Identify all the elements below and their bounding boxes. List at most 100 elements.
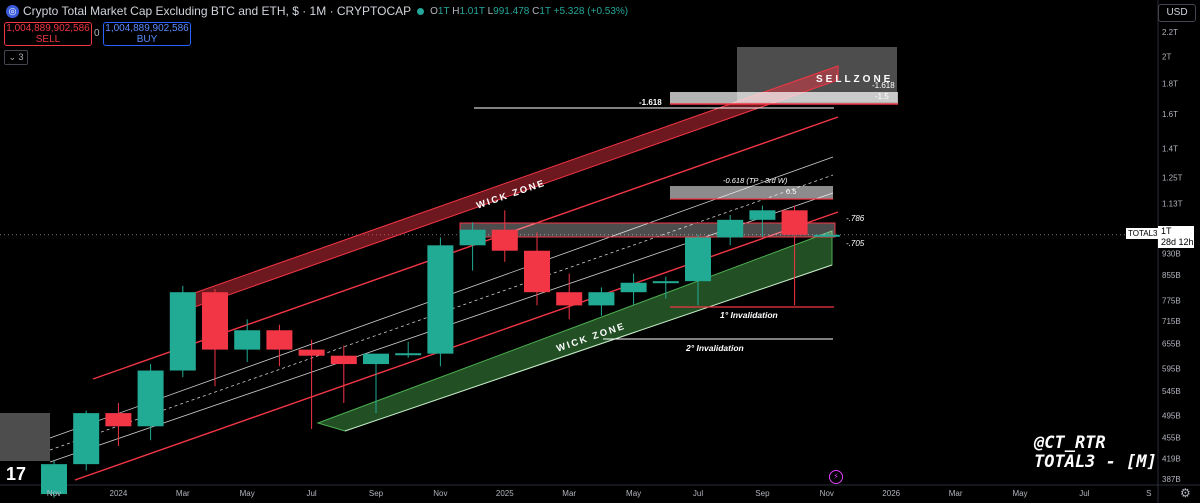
x-tick-label: 2025 bbox=[496, 489, 514, 498]
candle-body bbox=[685, 237, 711, 282]
candle-body bbox=[459, 229, 486, 246]
chart-header: ◎ Crypto Total Market Cap Excluding BTC … bbox=[0, 0, 628, 22]
y-tick-label: 2T bbox=[1162, 53, 1171, 62]
x-tick-label: Nov bbox=[47, 489, 61, 498]
x-tick-label: May bbox=[240, 489, 255, 498]
watermark-symbol: TOTAL3 - [M] bbox=[1034, 452, 1157, 472]
x-tick-label: Sep bbox=[369, 489, 384, 498]
x-tick-label: Mar bbox=[176, 489, 190, 498]
sell-button[interactable]: 1,004,889,902,586 SELL bbox=[4, 22, 92, 46]
close-value: 1T bbox=[539, 5, 551, 17]
y-tick-label: 930B bbox=[1162, 249, 1181, 258]
candle-body bbox=[556, 292, 583, 306]
candle-body bbox=[652, 281, 679, 284]
currency-selector[interactable]: USD bbox=[1158, 4, 1196, 22]
candle-body bbox=[73, 413, 100, 465]
annotation-label: 1° Invalidation bbox=[720, 310, 778, 320]
y-tick-label: 655B bbox=[1162, 340, 1181, 349]
y-tick-label: 1.25T bbox=[1162, 173, 1183, 182]
annotation-label: -0.618 (TP - 3rd W) bbox=[723, 176, 788, 185]
candle-body bbox=[330, 355, 357, 365]
x-tick-label: 2026 bbox=[882, 489, 900, 498]
candle-body bbox=[41, 464, 67, 495]
candle-body bbox=[363, 353, 389, 365]
candle-body bbox=[749, 210, 776, 220]
x-tick-label: Jul bbox=[1079, 489, 1089, 498]
candle-body bbox=[137, 370, 164, 427]
annotation-label: SELLZONE bbox=[816, 74, 893, 85]
annotation-label: -1.618 bbox=[639, 98, 662, 107]
lower-wick-zone-band bbox=[316, 230, 833, 432]
x-tick-label: Mar bbox=[949, 489, 963, 498]
y-tick-label: 595B bbox=[1162, 364, 1181, 373]
annotation-label: 2° Invalidation bbox=[685, 343, 744, 353]
left-range-box bbox=[0, 413, 50, 461]
lightning-icon[interactable]: ⚡ bbox=[829, 470, 843, 484]
candle-body bbox=[427, 245, 454, 354]
candle-body bbox=[234, 330, 261, 350]
y-tick-label: 1.8T bbox=[1162, 80, 1178, 89]
high-value: 1.01T bbox=[459, 5, 485, 17]
y-tick-label: 545B bbox=[1162, 387, 1181, 396]
annotation-label: -.786 bbox=[846, 214, 865, 223]
gear-icon[interactable]: ⚙ bbox=[1180, 486, 1191, 500]
y-tick-label: 1.4T bbox=[1162, 144, 1178, 153]
candle-body bbox=[105, 413, 132, 427]
buy-price: 1,004,889,902,586 bbox=[105, 23, 189, 34]
x-tick-label: May bbox=[626, 489, 641, 498]
candle-body bbox=[524, 250, 550, 293]
x-tick-label: 2024 bbox=[110, 489, 128, 498]
symbol-title[interactable]: Crypto Total Market Cap Excluding BTC an… bbox=[23, 4, 412, 18]
coin-logo-icon: ◎ bbox=[6, 4, 19, 18]
spread-value: 0 bbox=[94, 28, 100, 39]
last-price-value: 1T bbox=[1161, 226, 1172, 236]
candle-body bbox=[395, 353, 422, 356]
last-price-label: 1T 28d 12h bbox=[1158, 226, 1194, 248]
x-tick-label: May bbox=[1012, 489, 1027, 498]
open-value: 1T bbox=[437, 5, 450, 17]
annotation-label: -.705 bbox=[846, 239, 865, 248]
tp-box bbox=[670, 186, 833, 199]
tradingview-logo-icon[interactable]: 17 bbox=[6, 464, 27, 484]
x-tick-label: Jul bbox=[306, 489, 316, 498]
x-tick-label: Nov bbox=[820, 489, 834, 498]
x-tick-label: Jul bbox=[693, 489, 703, 498]
candle-body bbox=[781, 210, 808, 235]
buy-button[interactable]: 1,004,889,902,586 BUY bbox=[103, 22, 191, 46]
bar-countdown: 28d 12h bbox=[1161, 237, 1194, 247]
annotation-label: -1.5 bbox=[875, 92, 889, 101]
indicators-toggle-button[interactable]: ⌄ 3 bbox=[4, 50, 28, 65]
indicator-count: 3 bbox=[18, 52, 24, 62]
y-tick-label: 715B bbox=[1162, 317, 1181, 326]
low-value: 991.478 bbox=[493, 5, 530, 17]
symbol-price-tag: TOTAL3 bbox=[1126, 228, 1160, 239]
annotation-label: 0.5 bbox=[786, 187, 796, 196]
x-tick-label: Mar bbox=[562, 489, 576, 498]
lower-wick-zone-edge bbox=[344, 264, 833, 432]
x-tick-label: Nov bbox=[433, 489, 447, 498]
ohlc-readout: O1T H1.01T L991.478 C1T +5.328 (+0.53%) bbox=[430, 5, 629, 17]
candle-body bbox=[813, 234, 840, 237]
x-tick-label: S bbox=[1146, 489, 1151, 498]
annotation-label: -1.618 bbox=[872, 81, 895, 90]
fib-1618-box bbox=[670, 92, 898, 104]
watermark: @CT_RTR TOTAL3 - [M] bbox=[1034, 434, 1157, 472]
candle-body bbox=[588, 292, 615, 306]
sell-price: 1,004,889,902,586 bbox=[6, 23, 90, 34]
y-tick-label: 1.6T bbox=[1162, 110, 1178, 119]
candle-body bbox=[169, 292, 196, 371]
candle-body bbox=[491, 229, 518, 251]
watermark-author: @CT_RTR bbox=[1034, 433, 1106, 453]
y-tick-label: 419B bbox=[1162, 455, 1181, 464]
y-tick-label: 855B bbox=[1162, 271, 1181, 280]
candle-body bbox=[717, 219, 744, 238]
change-value: +5.328 (+0.53%) bbox=[553, 5, 629, 17]
y-tick-label: 387B bbox=[1162, 475, 1181, 484]
market-status-icon bbox=[417, 7, 425, 15]
y-tick-label: 2.2T bbox=[1162, 28, 1178, 37]
y-tick-label: 1.13T bbox=[1162, 199, 1183, 208]
sell-label: SELL bbox=[35, 34, 61, 45]
x-tick-label: Sep bbox=[755, 489, 770, 498]
candle-body bbox=[620, 282, 647, 293]
